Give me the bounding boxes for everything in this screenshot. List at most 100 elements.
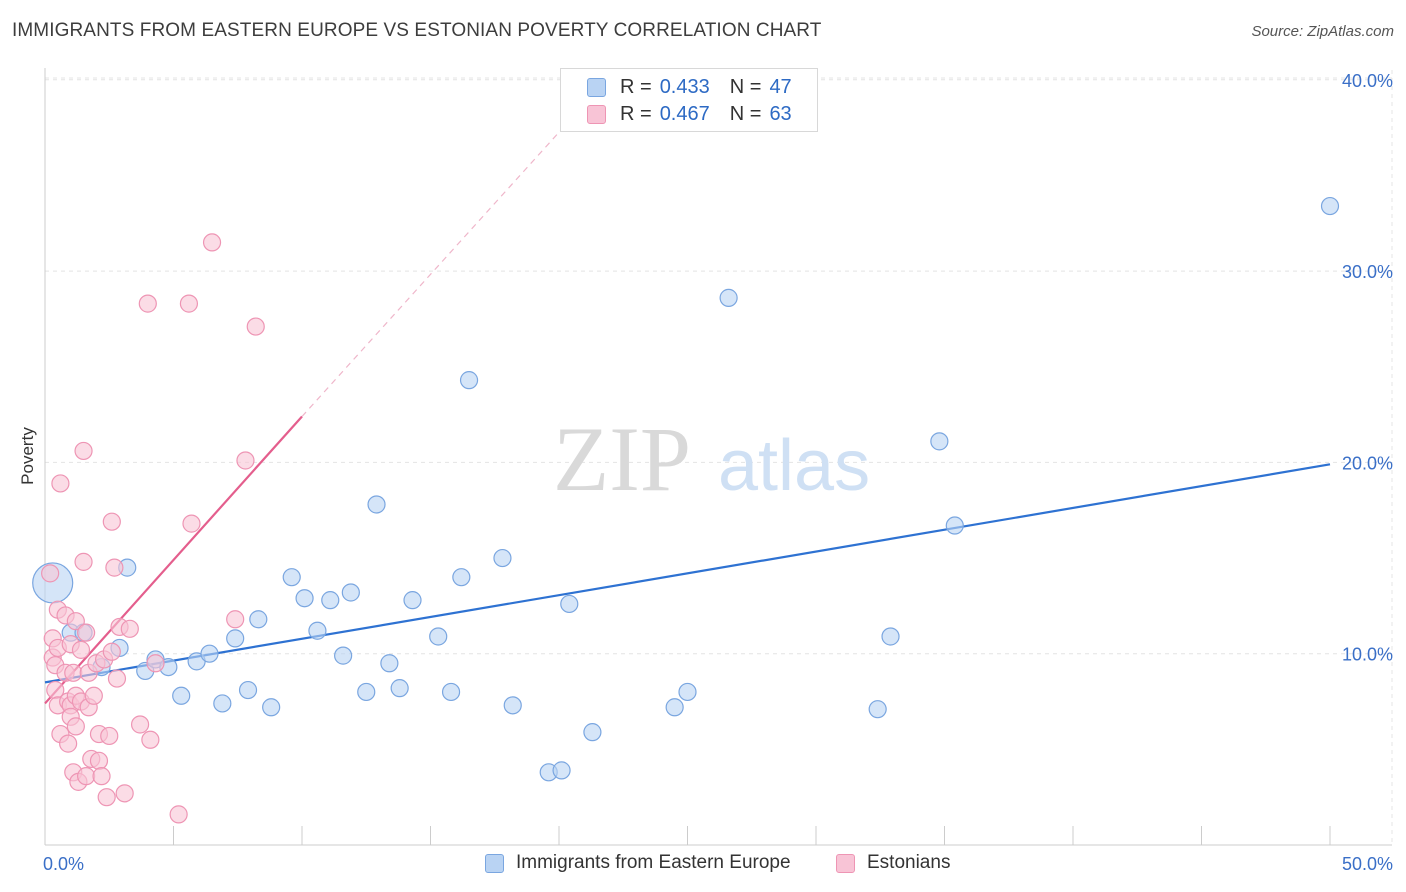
y-tick-label: 20.0% (1342, 453, 1393, 473)
legend-row-eastern-europe: R = 0.433 N = 47 (587, 75, 792, 99)
watermark-atlas: atlas (718, 426, 870, 506)
estonians-point (107, 669, 127, 688)
tick-labels: 10.0% 20.0% 30.0% 40.0% 0.0% 50.0% (43, 71, 1393, 874)
correlation-legend: R = 0.433 N = 47 R = 0.467 N = 63 (560, 68, 818, 132)
estonians-point (105, 558, 124, 577)
legend-r-label: R = (620, 75, 652, 98)
axis-layer (44, 68, 1392, 846)
eastern-europe-point (172, 686, 191, 705)
eastern-europe-point (213, 694, 232, 713)
estonians-point (100, 726, 119, 746)
eastern-europe-point (226, 629, 245, 648)
eastern-europe-point (441, 682, 461, 702)
estonians-point (146, 654, 165, 673)
legend-r-label: R = (620, 102, 652, 125)
eastern-europe-point (238, 680, 258, 700)
eastern-europe-point (552, 761, 571, 780)
x-tick-label: 50.0% (1342, 854, 1393, 874)
estonians-point (115, 784, 134, 803)
eastern-europe-point (200, 644, 219, 663)
eastern-europe-point (560, 594, 579, 614)
legend-n-label: N = (729, 75, 762, 98)
eastern-europe-point (719, 288, 738, 307)
legend-swatch-blue (587, 77, 606, 97)
legend-r-value: 0.467 (659, 102, 710, 125)
eastern-europe-point (665, 698, 684, 717)
y-tick-label: 40.0% (1342, 71, 1393, 91)
estonians-point (226, 610, 245, 629)
estonians-point (120, 619, 139, 638)
estonians-point (74, 552, 93, 571)
x-tick-label: 0.0% (43, 854, 84, 874)
legend-r-value: 0.433 (659, 75, 710, 98)
estonians-point (84, 686, 103, 705)
eastern-europe-point (390, 679, 409, 698)
eastern-europe-point (367, 495, 386, 514)
estonians-point (102, 642, 121, 661)
estonians-point (130, 715, 150, 734)
estonians-point (179, 294, 199, 313)
legend-label: Estonians (867, 852, 951, 873)
legend-swatch-pink (836, 853, 855, 873)
eastern-europe-point (868, 700, 887, 719)
estonians-point (92, 767, 111, 786)
bottom-legend-eastern-europe: Immigrants from Eastern Europe (485, 852, 791, 874)
estonians-point (246, 317, 265, 336)
estonians-point (66, 612, 85, 631)
legend-swatch-blue (485, 853, 504, 873)
eastern-europe-point (881, 627, 900, 646)
estonians-point (202, 233, 222, 252)
eastern-europe-point (403, 591, 422, 610)
eastern-europe-point (295, 589, 314, 608)
estonians-point (141, 730, 160, 749)
eastern-europe-point (503, 696, 522, 715)
eastern-europe-point (459, 371, 479, 390)
eastern-europe-point (262, 698, 281, 717)
estonians-point (51, 474, 70, 493)
source-credit: Source: ZipAtlas.com (1251, 23, 1394, 40)
estonians-point (77, 767, 96, 786)
estonians-point (102, 512, 121, 531)
estonians-point (138, 294, 157, 313)
eastern-europe-point (429, 627, 448, 646)
watermark-zip: ZIP (553, 408, 691, 510)
points-layer (32, 196, 1340, 824)
legend-n-label: N = (729, 102, 762, 125)
estonians-point (89, 751, 109, 770)
estonians-point (236, 451, 255, 470)
eastern-europe-point (249, 610, 268, 629)
eastern-europe-point (452, 568, 471, 587)
eastern-europe-point (282, 568, 301, 587)
eastern-europe-point (945, 516, 964, 535)
estonians-point (74, 441, 93, 461)
y-tick-label: 30.0% (1342, 262, 1393, 282)
legend-n-value: 47 (769, 75, 792, 98)
eastern-europe-point (357, 682, 376, 702)
eastern-europe-point (583, 723, 602, 742)
eastern-europe-point (493, 548, 512, 568)
eastern-europe-point (341, 583, 360, 602)
eastern-europe-point (334, 646, 353, 665)
legend-swatch-pink (587, 104, 606, 124)
estonians-point (97, 788, 116, 807)
estonians-point (169, 805, 188, 824)
estonians-point (66, 717, 85, 736)
legend-n-value: 63 (769, 102, 792, 125)
estonians-point (182, 514, 201, 533)
legend-label: Immigrants from Eastern Europe (516, 852, 791, 873)
estonians-point (59, 734, 78, 753)
y-tick-label: 10.0% (1342, 645, 1393, 665)
y-axis-label: Poverty (18, 427, 37, 485)
estonians-point (41, 564, 60, 583)
trend-extension-estonians (301, 117, 573, 417)
eastern-europe-point (308, 621, 327, 640)
chart-title: IMMIGRANTS FROM EASTERN EUROPE VS ESTONI… (12, 20, 822, 41)
grid-layer (45, 70, 1393, 845)
bottom-legend-estonians: Estonians (836, 852, 950, 874)
eastern-europe-point (678, 682, 697, 702)
eastern-europe-point (1320, 196, 1340, 216)
estonians-point (77, 623, 96, 642)
estonians-point (64, 663, 83, 682)
eastern-europe-point (930, 432, 949, 451)
